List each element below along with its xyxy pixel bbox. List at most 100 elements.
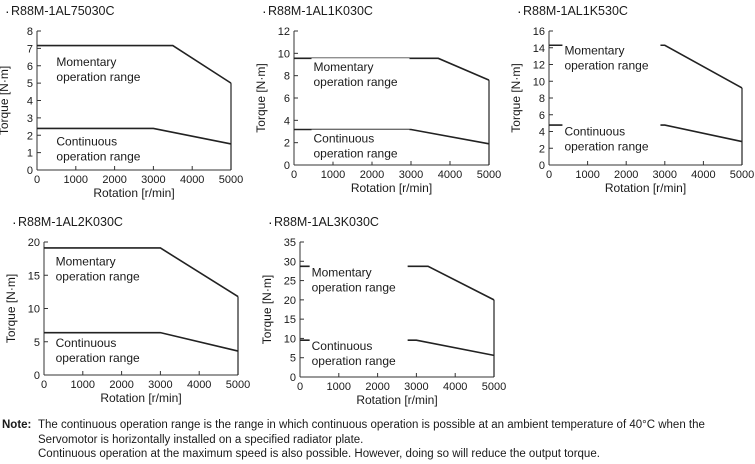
x-tick-label: 1000 <box>64 174 88 186</box>
x-tick-label: 5000 <box>226 379 250 391</box>
continuous-label: operation range <box>56 150 140 164</box>
x-tick-label: 2000 <box>365 381 389 393</box>
y-tick-label: 12 <box>278 26 290 38</box>
x-tick-label: 3000 <box>404 381 428 393</box>
x-tick-label: 4000 <box>443 381 467 393</box>
y-tick-label: 10 <box>278 48 290 60</box>
annotation-bg <box>54 52 153 85</box>
chart-3: · R88M-1AL1K530C 0 2 4 6 8 10 12 14 16 0 1000 2000 300… <box>509 3 754 195</box>
x-axis-label: Rotation [r/min] <box>605 181 686 195</box>
x-tick-label: 3000 <box>653 169 677 181</box>
title-bullet: · <box>517 3 522 19</box>
y-tick-label: 5 <box>27 78 33 90</box>
momentary-torque-line <box>37 44 232 84</box>
x-axis-label: Rotation [r/min] <box>356 393 437 407</box>
continuous-label: operation range <box>314 147 398 161</box>
momentary-label: Momentary <box>312 266 372 280</box>
chart-title: R88M-1AL1K530C <box>523 4 628 18</box>
note-line: Continuous operation at the maximum spee… <box>38 448 600 460</box>
y-tick-label: 6 <box>27 61 33 73</box>
x-tick-label: 1000 <box>575 169 599 181</box>
continuous-torque-line <box>37 127 232 145</box>
y-tick-label: 0 <box>290 372 296 384</box>
annotation-bg <box>562 122 661 155</box>
x-tick-label: 2000 <box>614 169 638 181</box>
y-tick-label: 6 <box>284 93 290 105</box>
annotation-bg <box>53 252 152 285</box>
y-tick-label: 20 <box>284 295 296 307</box>
y-tick-label: 4 <box>539 127 545 139</box>
annotation-bg <box>309 337 408 369</box>
y-tick-label: 5 <box>34 337 40 349</box>
y-tick-label: 14 <box>533 43 545 55</box>
y-tick-label: 30 <box>284 256 296 268</box>
x-tick-label: 0 <box>41 379 47 391</box>
y-tick-label: 0 <box>27 165 33 177</box>
y-axis-label: Torque [N·m] <box>0 66 11 135</box>
continuous-torque-line <box>294 128 490 145</box>
footnote: Note: The continuous operation range is … <box>2 418 752 462</box>
y-tick-label: 0 <box>34 370 40 382</box>
x-axis-label: Rotation [r/min] <box>100 391 181 405</box>
title-bullet: · <box>12 214 17 230</box>
y-tick-label: 10 <box>533 76 545 88</box>
y-tick-label: 20 <box>28 237 40 249</box>
y-axis-label: Torque [N·m] <box>4 274 18 343</box>
x-tick-label: 3000 <box>141 174 165 186</box>
y-tick-label: 8 <box>27 26 33 38</box>
chart-2: · R88M-1AL1K030C 0 2 4 6 8 10 12 0 1000 2000 3000 400… <box>254 3 501 195</box>
chart-title: R88M-1AL1K030C <box>268 4 373 18</box>
x-tick-label: 0 <box>546 169 552 181</box>
title-bullet: · <box>5 3 10 19</box>
momentary-label: operation range <box>314 75 398 89</box>
title-bullet: · <box>262 3 267 19</box>
note-label: Note: <box>2 419 32 431</box>
chart-title: R88M-1AL3K030C <box>274 215 379 229</box>
x-tick-label: 0 <box>291 169 297 181</box>
y-tick-label: 8 <box>284 71 290 83</box>
momentary-label: Momentary <box>564 43 624 57</box>
x-tick-label: 4000 <box>438 169 462 181</box>
title-bullet: · <box>268 214 273 230</box>
chart-5: · R88M-1AL3K030C 0 5 10 15 20 25 30 35 0 1000 2000 30… <box>260 214 506 407</box>
x-tick-label: 2000 <box>102 174 126 186</box>
momentary-label: Momentary <box>314 60 374 74</box>
note-line: The continuous operation range is the ra… <box>38 419 705 431</box>
y-tick-label: 15 <box>28 270 40 282</box>
momentary-label: Momentary <box>56 55 116 69</box>
continuous-label: operation range <box>564 140 648 154</box>
x-tick-label: 0 <box>297 381 303 393</box>
y-axis-label: Torque [N·m] <box>260 275 274 344</box>
y-tick-label: 2 <box>284 138 290 150</box>
y-tick-label: 1 <box>27 148 33 160</box>
momentary-label: Momentary <box>56 254 116 268</box>
y-tick-label: 15 <box>284 314 296 326</box>
x-tick-label: 5000 <box>482 381 506 393</box>
y-tick-label: 0 <box>539 160 545 172</box>
annotation-bg <box>562 41 661 74</box>
y-tick-label: 4 <box>27 96 33 108</box>
momentary-torque-line <box>44 247 239 298</box>
x-tick-label: 5000 <box>730 169 754 181</box>
annotation-bg <box>54 132 153 165</box>
y-tick-label: 2 <box>27 130 33 142</box>
y-axis-label: Torque [N·m] <box>509 63 523 132</box>
continuous-torque-line <box>44 331 239 352</box>
y-tick-label: 4 <box>284 115 290 127</box>
y-tick-label: 10 <box>28 304 40 316</box>
chart-4: · R88M-1AL2K030C 0 5 10 15 20 0 1000 2000 3000 4000… <box>4 214 250 405</box>
y-tick-label: 12 <box>533 60 545 72</box>
x-tick-label: 1000 <box>321 169 345 181</box>
y-tick-label: 35 <box>284 237 296 249</box>
y-tick-label: 0 <box>284 160 290 172</box>
continuous-label: Continuous <box>564 125 625 139</box>
y-axis-label: Torque [N·m] <box>254 63 268 132</box>
chart-1: · R88M-1AL75030C 0 1 2 3 4 5 6 7 8 0 1000 2000 3000 400… <box>0 3 243 200</box>
continuous-label: operation range <box>312 354 396 368</box>
annotation-bg <box>311 129 410 162</box>
y-tick-label: 8 <box>539 93 545 105</box>
y-tick-label: 6 <box>539 110 545 122</box>
y-tick-label: 2 <box>539 143 545 155</box>
x-tick-label: 4000 <box>180 174 204 186</box>
